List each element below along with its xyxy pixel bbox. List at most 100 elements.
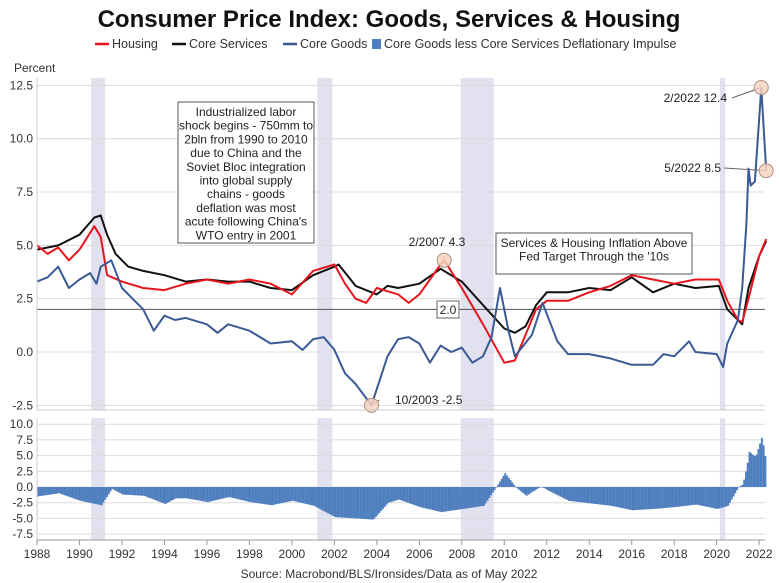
impulse-bar: [399, 487, 402, 501]
impulse-bar: [373, 487, 376, 519]
impulse-bar: [481, 487, 484, 507]
impulse-bar: [759, 443, 762, 487]
impulse-bar: [283, 487, 285, 503]
impulse-bar: [695, 487, 698, 505]
x-tick-label: 1992: [109, 547, 136, 561]
impulse-bar: [509, 480, 512, 487]
impulse-bar: [454, 487, 457, 511]
x-tick-label: 2016: [618, 547, 645, 561]
legend-swatch: [372, 39, 381, 49]
impulse-bar: [121, 487, 124, 495]
impulse-bar: [665, 487, 668, 508]
recession-band: [719, 418, 726, 540]
impulse-bar: [254, 487, 257, 503]
impulse-bar: [585, 487, 588, 503]
impulse-bar: [95, 487, 98, 505]
impulse-bar: [244, 487, 246, 501]
impulse-bar: [392, 487, 395, 502]
impulse-bar: [530, 487, 533, 493]
impulse-bar: [706, 487, 708, 507]
impulse-bar: [477, 487, 480, 507]
impulse-bar: [672, 487, 675, 508]
impulse-bar: [367, 487, 370, 520]
impulse-bar: [637, 487, 639, 510]
impulse-bar: [424, 487, 427, 509]
impulse-bar: [635, 487, 638, 511]
impulse-bar: [268, 487, 271, 505]
impulse-bar: [539, 486, 542, 488]
impulse-bar: [723, 487, 726, 507]
impulse-bar: [263, 487, 266, 505]
impulse-bar: [233, 487, 236, 499]
impulse-bar: [162, 487, 165, 504]
impulse-bar: [79, 487, 82, 501]
impulse-bar: [716, 487, 719, 509]
impulse-bar: [49, 487, 52, 495]
impulse-bar: [649, 487, 652, 510]
impulse-bar: [240, 487, 243, 500]
impulse-bar: [532, 487, 535, 492]
annotation-marker: [436, 252, 452, 268]
impulse-bar: [100, 487, 103, 506]
impulse-bar: [270, 487, 273, 506]
impulse-bar: [483, 487, 485, 506]
y-tick-label: -2.5: [12, 398, 33, 412]
impulse-bar: [702, 487, 705, 507]
x-tick-label: 2012: [533, 547, 560, 561]
impulse-bar: [226, 487, 229, 498]
y-tick-label: 2.5: [16, 292, 33, 306]
x-tick-label: 2004: [363, 547, 390, 561]
impulse-bar: [651, 487, 654, 510]
impulse-bar: [576, 487, 579, 502]
impulse-bar: [490, 487, 493, 496]
impulse-bar: [750, 453, 753, 487]
impulse-bar: [445, 487, 448, 512]
impulse-bar: [159, 487, 162, 502]
impulse-bar: [640, 487, 643, 510]
impulse-bar: [580, 487, 583, 503]
impulse-bar: [709, 487, 712, 508]
annotation-label: 10/2003 -2.5: [395, 393, 463, 407]
impulse-bar: [196, 487, 199, 501]
impulse-bar: [164, 487, 167, 504]
recession-band: [317, 78, 333, 410]
impulse-bar: [688, 487, 691, 506]
impulse-bar: [603, 487, 606, 506]
recession-band: [460, 418, 494, 540]
impulse-bar: [734, 487, 737, 494]
impulse-bar: [497, 484, 500, 487]
note-services-housing-frame: [495, 232, 693, 275]
impulse-bar: [118, 487, 121, 493]
impulse-bar: [571, 487, 574, 502]
impulse-bar: [68, 487, 71, 498]
y-tick-label: 7.5: [16, 433, 33, 447]
impulse-bar: [629, 487, 632, 510]
impulse-bar: [737, 487, 740, 488]
impulse-bar: [67, 487, 69, 497]
impulse-bar: [525, 487, 528, 496]
y-tick-label: 0.0: [16, 345, 33, 359]
y-tick-label: -5.0: [12, 511, 33, 525]
y-tick-label: 5.0: [16, 238, 33, 252]
impulse-bar: [237, 487, 239, 500]
impulse-bar: [495, 487, 498, 488]
impulse-bar: [484, 487, 487, 504]
impulse-bar: [366, 487, 369, 520]
impulse-bar: [617, 487, 620, 508]
impulse-bar: [327, 487, 330, 514]
impulse-bar: [120, 487, 123, 494]
impulse-bar: [321, 487, 324, 511]
impulse-bar: [582, 487, 585, 503]
impulse-bar: [498, 481, 501, 487]
legend: Housing Core Services Core Goods Core Goods…: [95, 37, 677, 51]
impulse-bar: [360, 487, 363, 519]
impulse-bar: [306, 487, 308, 505]
impulse-bar: [152, 487, 154, 500]
impulse-bar: [553, 487, 556, 494]
target-label-box: [436, 300, 460, 319]
impulse-bar: [755, 454, 758, 487]
impulse-bar: [422, 487, 425, 508]
impulse-bar: [148, 487, 151, 498]
impulse-bar: [599, 487, 602, 505]
